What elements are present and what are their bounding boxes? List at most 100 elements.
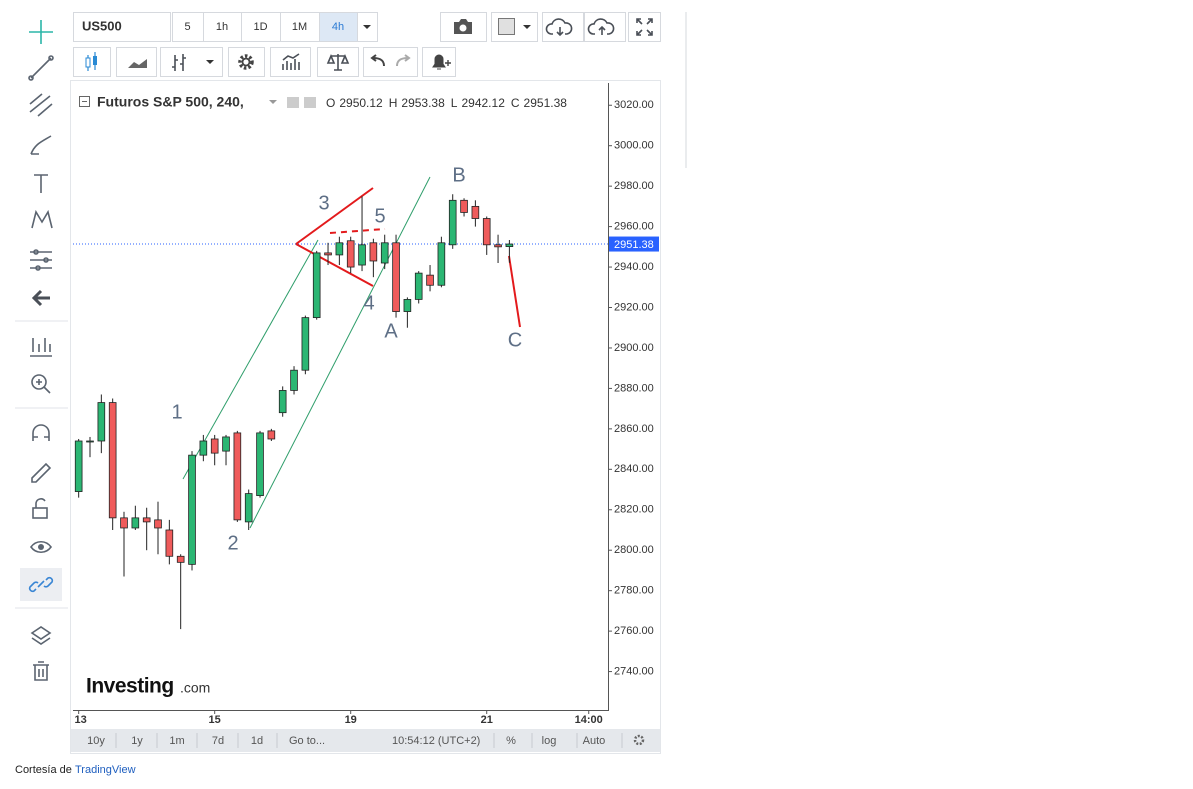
icon: 5 1h 1D 1M 4h <box>172 12 358 42</box>
y-tick-label: 2760.00 <box>614 625 654 637</box>
range-button[interactable]: 10y <box>87 735 105 747</box>
icon <box>34 174 48 193</box>
measure-tool[interactable] <box>30 338 52 357</box>
watermark-brand: Investing <box>86 675 174 698</box>
candle-body <box>86 440 94 443</box>
candle-body <box>494 244 502 248</box>
wave-line <box>508 255 521 328</box>
back-arrow[interactable] <box>31 289 50 307</box>
settings-button[interactable] <box>228 47 265 77</box>
range-button[interactable]: 1y <box>131 735 143 747</box>
alert-button[interactable] <box>422 47 456 77</box>
settings-icon[interactable] <box>633 734 645 746</box>
icon: 10y 1y 1m 7d 1d Go to... 10:54:12 (UTC+2)% log A… <box>87 733 645 748</box>
icon <box>35 265 41 271</box>
icon <box>172 54 186 71</box>
candle-body <box>97 402 106 442</box>
watermark: Investing .com <box>86 675 210 698</box>
candle-body <box>154 519 162 529</box>
icon <box>30 338 52 357</box>
wave-label: 1 <box>171 401 182 423</box>
bottom-bar <box>71 729 660 752</box>
range-button[interactable]: 7d <box>212 735 224 747</box>
interval-button[interactable] <box>172 12 204 42</box>
wave-label: 4 <box>363 292 374 314</box>
brush-tool[interactable] <box>30 135 52 155</box>
range-button[interactable]: 1m <box>169 735 184 747</box>
candle-body <box>448 199 457 246</box>
scale-option[interactable]: Auto <box>583 735 606 747</box>
icon <box>29 20 53 44</box>
zoom-tool[interactable] <box>31 374 51 394</box>
link-tool[interactable] <box>28 576 54 593</box>
y-tick-label: 2840.00 <box>614 463 654 475</box>
trash-tool[interactable] <box>33 661 49 681</box>
icon <box>30 57 52 79</box>
goto-button[interactable]: Go to... <box>289 735 325 747</box>
candle-body <box>165 529 174 557</box>
layers-tool[interactable] <box>30 626 52 645</box>
candle-body <box>176 555 185 563</box>
scale-option[interactable]: % <box>506 735 516 747</box>
pattern-tool[interactable] <box>31 209 53 229</box>
fullscreen-button[interactable] <box>628 12 661 42</box>
prediction-tool[interactable] <box>30 249 52 271</box>
redo-icon[interactable] <box>396 54 411 67</box>
caret <box>206 60 214 64</box>
caret <box>363 25 371 29</box>
wave-label: C <box>508 329 522 351</box>
caret <box>269 100 277 104</box>
icon <box>31 289 50 307</box>
icon <box>30 135 52 155</box>
icon <box>32 507 48 519</box>
fib-tool[interactable] <box>29 93 53 117</box>
load-button[interactable] <box>542 12 584 42</box>
y-tick-label: 2980.00 <box>614 180 654 192</box>
magnet-tool[interactable] <box>32 424 50 441</box>
y-tick-label: 2780.00 <box>614 585 654 597</box>
icon <box>43 257 49 263</box>
visibility-toggle[interactable] <box>287 97 299 108</box>
y-tick-label: 2960.00 <box>614 221 654 233</box>
bar-style-button[interactable] <box>160 47 223 77</box>
candle-body <box>312 252 321 319</box>
wave-line <box>295 243 374 287</box>
candle-body <box>482 218 491 246</box>
interval-label: 4h <box>332 21 344 33</box>
icon <box>32 424 50 441</box>
text-tool[interactable] <box>34 174 48 193</box>
save-button[interactable] <box>584 12 626 42</box>
wave-label: B <box>452 164 465 186</box>
interval-button[interactable] <box>241 12 281 42</box>
symbol-box[interactable] <box>73 12 171 42</box>
area-style-button[interactable] <box>116 47 157 77</box>
candle-body <box>233 432 242 521</box>
stay-drawing-tool[interactable] <box>31 462 52 483</box>
trend-line-tool[interactable] <box>28 55 54 81</box>
range-button[interactable]: 1d <box>251 735 263 747</box>
icon <box>29 93 53 117</box>
undo-redo[interactable] <box>363 47 418 77</box>
undo-icon[interactable] <box>370 54 385 67</box>
credit-link[interactable]: TradingView <box>75 764 136 776</box>
lock-tool[interactable] <box>32 498 48 519</box>
visibility-tool[interactable] <box>30 540 52 554</box>
chart-style-button[interactable] <box>73 47 111 77</box>
scale-option[interactable]: log <box>542 735 557 747</box>
candle-body <box>108 402 117 519</box>
icon <box>587 18 615 35</box>
plus-icon <box>445 60 451 66</box>
legend-header: Futuros S&P 500, 240, O 2950.12 H 2953.38 L 2… <box>79 94 567 110</box>
candle-body <box>426 274 434 286</box>
chart-title: Futuros S&P 500, 240, <box>97 94 244 110</box>
interval-button[interactable] <box>203 12 242 42</box>
interval-button[interactable] <box>319 12 358 42</box>
icon <box>38 544 44 550</box>
crosshair-tool[interactable] <box>29 20 53 44</box>
settings-toggle[interactable] <box>304 97 316 108</box>
indicators-button[interactable] <box>270 47 311 77</box>
candle-body <box>210 438 219 454</box>
candle-body <box>74 440 83 492</box>
wave-label: 5 <box>374 205 385 227</box>
